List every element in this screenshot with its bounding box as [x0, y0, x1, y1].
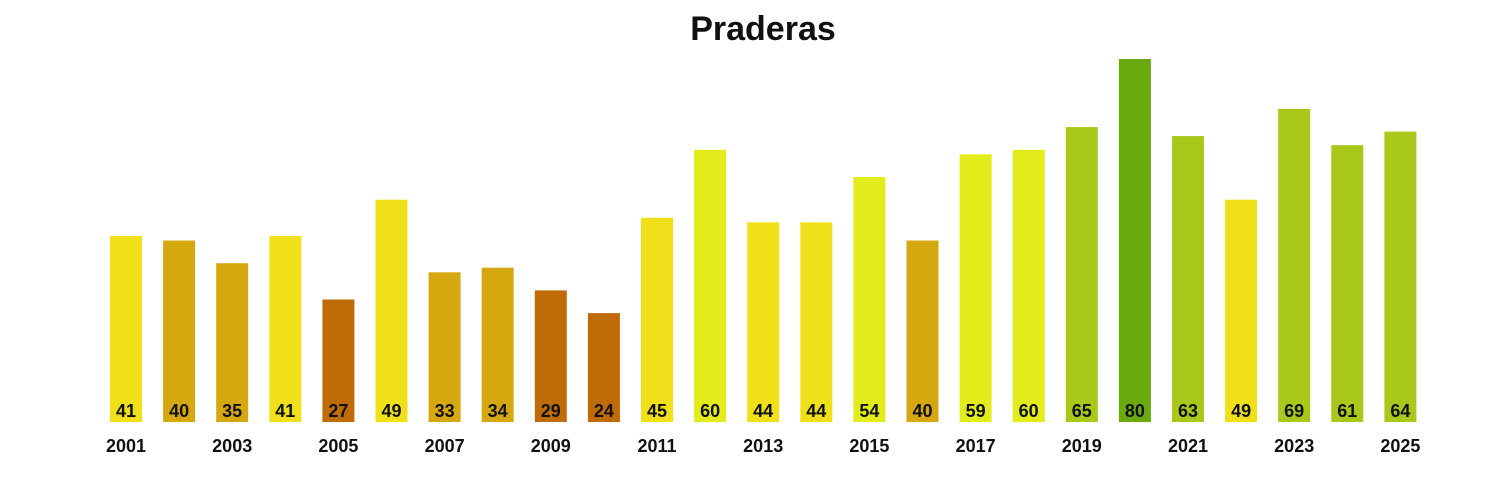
bar-2010 — [587, 313, 620, 422]
bar-value-label-2008: 34 — [488, 401, 508, 421]
chart-title: Praderas — [690, 10, 836, 48]
bar-2002 — [163, 240, 196, 422]
bar-2020 — [1118, 59, 1151, 422]
bar-value-label-2017: 59 — [966, 401, 986, 421]
x-tick-label-2019: 2019 — [1062, 436, 1102, 456]
bar-value-label-2010: 24 — [594, 401, 614, 421]
bar-2007 — [428, 272, 461, 422]
bar-value-label-2022: 49 — [1231, 401, 1251, 421]
bar-2008 — [481, 267, 514, 422]
bar-value-label-2019: 65 — [1072, 401, 1092, 421]
x-tick-label-2015: 2015 — [849, 436, 889, 456]
bar-value-label-2012: 60 — [700, 401, 720, 421]
bar-2012 — [694, 149, 727, 423]
bar-2017 — [959, 154, 992, 423]
bar-value-label-2018: 60 — [1019, 401, 1039, 421]
bar-2004 — [269, 236, 302, 422]
x-tick-label-2021: 2021 — [1168, 436, 1208, 456]
bar-labels-layer: 41 40 35 41 27 49 33 34 29 24 45 60 44 44 54 40 59 60 65 80… — [116, 401, 1410, 421]
x-tick-label-2011: 2011 — [637, 436, 676, 456]
bar-2019 — [1065, 127, 1098, 422]
bar-value-label-2014: 44 — [806, 401, 826, 421]
bar-value-label-2024: 61 — [1337, 401, 1357, 421]
x-tick-label-2005: 2005 — [318, 436, 358, 456]
bar-2021 — [1172, 136, 1204, 422]
bar-value-label-2006: 49 — [381, 401, 401, 421]
bar-2015 — [853, 177, 886, 422]
x-axis-ticks: 2001 2003 2005 2007 2009 2011 2013 2015 2017 2019… — [106, 436, 1420, 456]
bar-2001 — [110, 236, 142, 422]
bar-2013 — [747, 222, 780, 422]
bar-value-label-2005: 27 — [328, 401, 348, 421]
bar-2009 — [534, 290, 567, 422]
x-tick-label-2025: 2025 — [1380, 436, 1420, 456]
bar-value-label-2013: 44 — [753, 401, 773, 421]
bar-value-label-2023: 69 — [1284, 401, 1304, 421]
bar-value-label-2025: 64 — [1390, 401, 1410, 421]
x-tick-label-2023: 2023 — [1274, 436, 1314, 456]
bar-2016 — [906, 240, 939, 422]
bar-2025 — [1384, 131, 1417, 422]
bar-value-label-2004: 41 — [275, 401, 295, 421]
bar-value-label-2001: 41 — [116, 401, 136, 421]
x-tick-label-2017: 2017 — [956, 436, 996, 456]
x-tick-label-2003: 2003 — [212, 436, 252, 456]
bar-value-label-2021: 63 — [1178, 401, 1198, 421]
bar-value-label-2003: 35 — [222, 401, 242, 421]
bar-2024 — [1331, 145, 1364, 422]
bars-layer — [110, 59, 1417, 423]
x-tick-label-2007: 2007 — [425, 436, 465, 456]
bar-2018 — [1012, 149, 1045, 423]
bar-value-label-2016: 40 — [912, 401, 932, 421]
x-tick-label-2001: 2001 — [106, 436, 146, 456]
bar-value-label-2020: 80 — [1125, 401, 1145, 421]
bar-2023 — [1278, 108, 1311, 423]
bar-value-label-2011: 45 — [647, 401, 667, 421]
x-tick-label-2013: 2013 — [743, 436, 783, 456]
x-tick-label-2009: 2009 — [531, 436, 571, 456]
bar-value-label-2002: 40 — [169, 401, 189, 421]
bar-value-label-2015: 54 — [859, 401, 879, 421]
bar-2003 — [216, 263, 249, 422]
bar-2006 — [375, 199, 408, 422]
bar-2005 — [322, 299, 355, 422]
bar-2011 — [641, 217, 673, 422]
bar-2014 — [800, 222, 833, 422]
bar-value-label-2009: 29 — [541, 401, 561, 421]
bar-value-label-2007: 33 — [435, 401, 455, 421]
bar-2022 — [1225, 199, 1258, 422]
